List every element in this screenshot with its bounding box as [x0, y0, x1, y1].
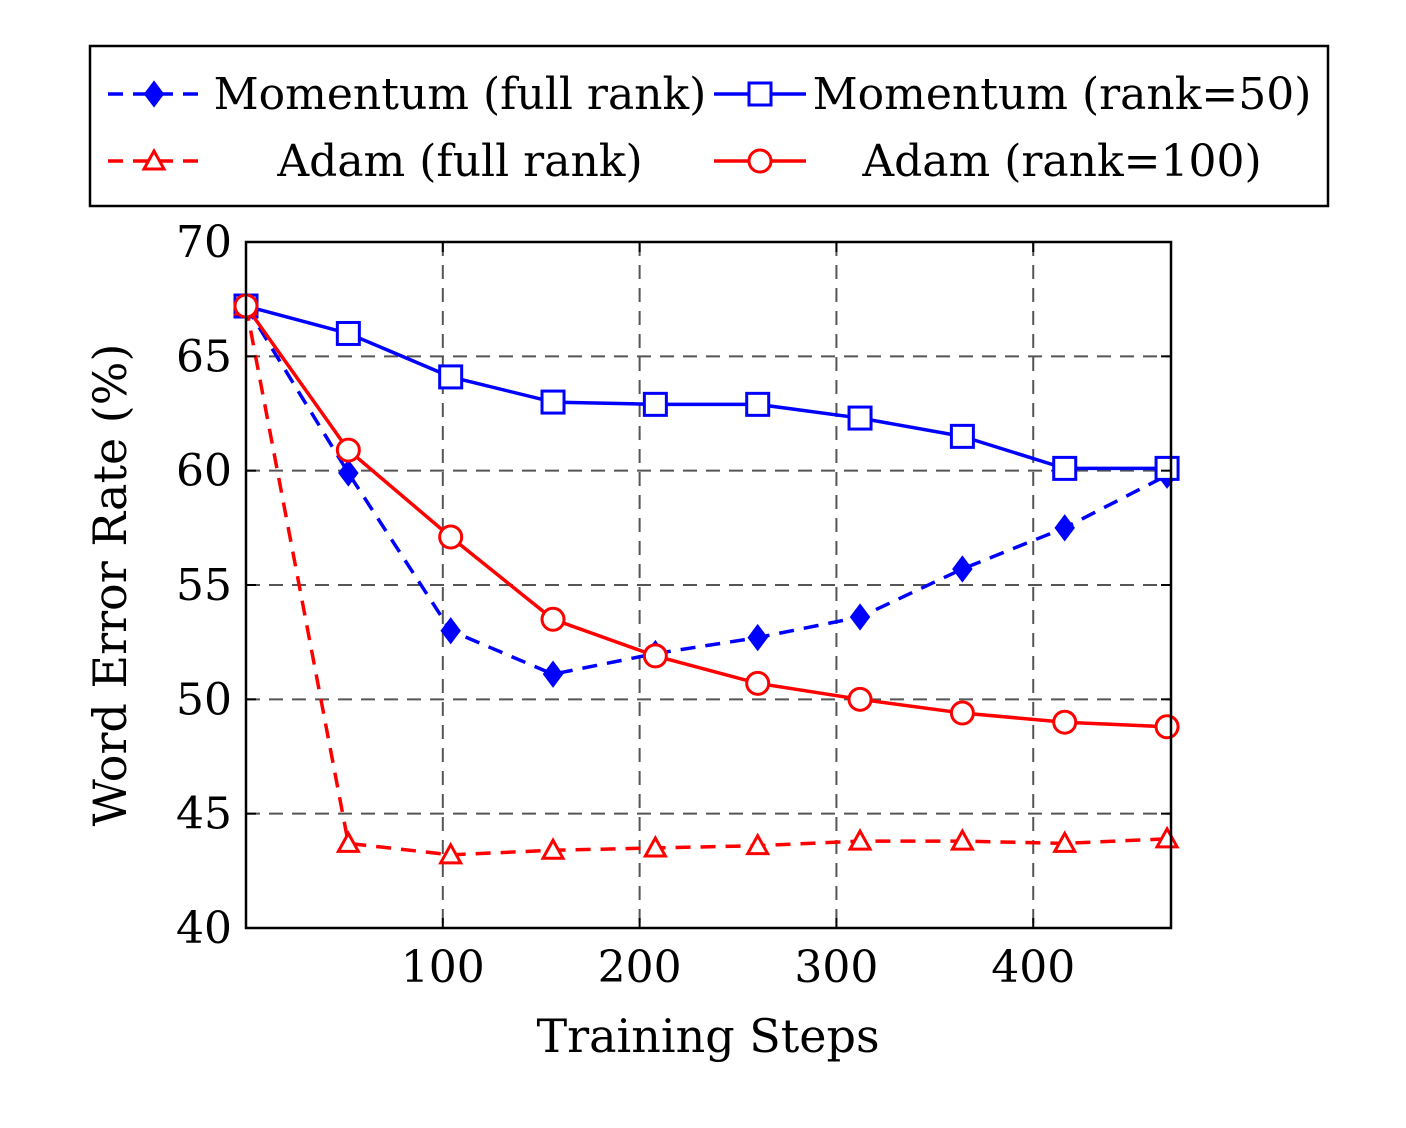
data-point [642, 834, 668, 858]
legend-swatch-marker [141, 147, 167, 171]
data-point [642, 391, 668, 417]
x-tick-label: 400 [991, 942, 1075, 993]
legend-swatch-marker [747, 148, 773, 174]
data-point [540, 389, 566, 415]
data-point [1054, 514, 1075, 542]
x-tick-label: 100 [401, 942, 485, 993]
data-point [642, 643, 668, 669]
data-point [745, 670, 771, 696]
data-point [949, 828, 975, 851]
data-point [335, 320, 361, 346]
legend-item-momentum-full-rank: Momentum (full rank) [108, 69, 706, 120]
y-tick-label: 45 [176, 789, 232, 840]
data-point [747, 623, 768, 652]
x-axis-title: Training Steps [536, 1009, 879, 1063]
data-point [847, 686, 873, 712]
legend: Momentum (full rank) Momentum (rank=50) Ad… [88, 44, 1330, 208]
data-point [847, 828, 873, 851]
data-point [335, 437, 361, 463]
series-line [244, 305, 1168, 729]
legend-label: Momentum (rank=50) [813, 69, 1312, 120]
data-point [440, 617, 461, 645]
series-momentum-full-rank [235, 292, 1178, 688]
data-point [1052, 830, 1078, 853]
data-point [949, 700, 975, 726]
y-tick-label: 50 [176, 674, 232, 725]
data-point [542, 660, 564, 688]
series-layer [233, 292, 1180, 865]
y-tick-label: 60 [176, 446, 232, 497]
data-point [1154, 455, 1180, 481]
series-momentum-rank-50 [233, 293, 1180, 481]
series-line [244, 305, 1168, 857]
legend-swatch-marker [143, 80, 165, 108]
data-point [1154, 714, 1180, 740]
legend-label: Adam (full rank) [276, 136, 642, 187]
x-tick-label: 300 [794, 942, 878, 993]
series-adam-rank-100 [233, 293, 1180, 740]
series-adam-full-rank [233, 292, 1180, 865]
y-tick-label: 55 [176, 560, 232, 611]
x-tick-label: 200 [598, 942, 682, 993]
data-point [1052, 709, 1078, 735]
data-point [438, 364, 464, 390]
y-tick-label: 40 [176, 903, 232, 954]
series-line [244, 305, 1168, 676]
legend-swatch-marker [747, 81, 773, 107]
data-point [849, 603, 871, 631]
axis-ticks: 100 200 300 400 40 45 50 55 60 65 70 [176, 217, 1171, 993]
data-point [438, 841, 464, 865]
legend-item-adam-full-rank: Adam (full rank) [108, 136, 643, 187]
data-point [540, 837, 566, 860]
data-point [1052, 455, 1078, 481]
legend-label: Momentum (full rank) [214, 69, 707, 120]
data-point [438, 524, 464, 550]
data-point [540, 606, 566, 632]
data-point [338, 459, 359, 487]
legend-item-momentum-rank-50: Momentum (rank=50) [714, 69, 1311, 120]
grid-lines [246, 242, 1171, 928]
series-line [245, 304, 1168, 471]
data-point [745, 832, 771, 856]
y-tick-label: 70 [176, 217, 232, 268]
data-point [952, 555, 973, 583]
legend-box [88, 44, 1330, 208]
legend-item-adam-rank-100: Adam (rank=100) [714, 136, 1262, 187]
data-point [745, 391, 771, 417]
data-point [335, 830, 361, 853]
y-axis-title: Word Error Rate (%) [83, 344, 137, 827]
legend-label: Adam (rank=100) [861, 136, 1261, 187]
data-point [949, 423, 975, 449]
data-point [847, 405, 873, 431]
y-tick-label: 65 [176, 331, 232, 382]
